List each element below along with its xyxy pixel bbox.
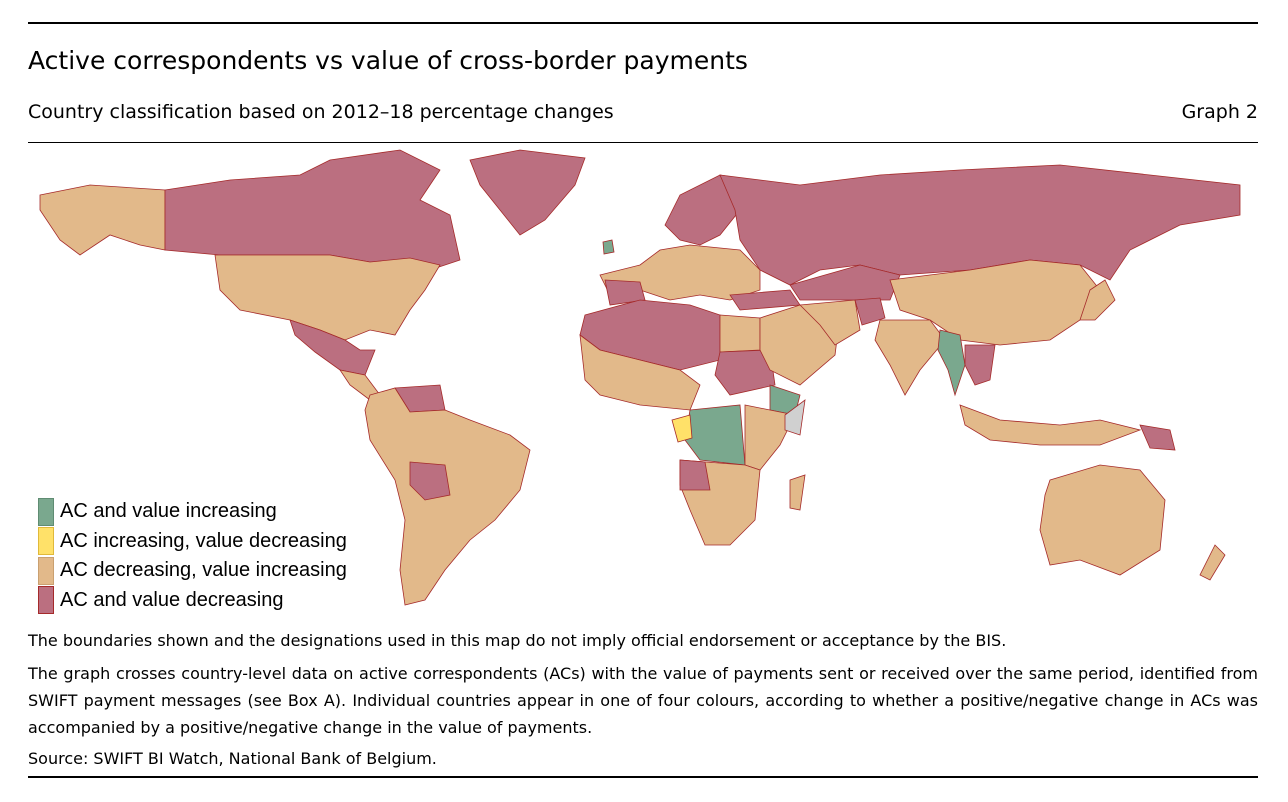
- region-congo: [671, 414, 693, 443]
- legend-label: AC decreasing, value increasing: [60, 559, 347, 582]
- region-madagascar: [789, 474, 806, 511]
- region-west-africa: [579, 334, 701, 411]
- legend-swatch: [38, 527, 54, 556]
- region-bolivia: [409, 461, 451, 501]
- region-china: [889, 259, 1101, 346]
- region-india: [874, 319, 946, 396]
- top-rule: [28, 22, 1258, 24]
- region-se-asia: [964, 344, 996, 386]
- legend-swatch: [38, 556, 54, 585]
- region-new-zealand: [1199, 544, 1226, 581]
- region-alaska: [39, 184, 166, 256]
- region-south-america: [364, 387, 531, 606]
- region-japan-korea: [1079, 279, 1116, 321]
- region-mexico: [289, 319, 376, 376]
- region-myanmar: [937, 329, 966, 397]
- region-png: [1139, 424, 1176, 451]
- graph-subtitle: Country classification based on 2012–18 …: [28, 101, 614, 123]
- region-russia: [719, 164, 1241, 286]
- region-usa: [214, 254, 441, 341]
- description-note: The graph crosses country-level data on …: [28, 664, 1258, 737]
- map-legend: AC and value increasing AC increasing, v…: [38, 497, 347, 615]
- region-somalia-nodata: [784, 399, 806, 436]
- world-map: [39, 149, 1241, 606]
- legend-swatch: [38, 497, 54, 526]
- graph-title: Active correspondents vs value of cross-…: [28, 46, 748, 75]
- region-egypt: [719, 314, 761, 353]
- bottom-rule: [28, 776, 1258, 778]
- region-iran: [799, 299, 861, 346]
- legend-item: AC and value decreasing: [38, 586, 347, 616]
- region-iberia: [604, 279, 646, 306]
- legend-label: AC and value decreasing: [60, 588, 284, 611]
- region-angola: [679, 459, 711, 491]
- region-greenland: [469, 149, 586, 236]
- region-afghanistan: [854, 297, 886, 326]
- legend-item: AC decreasing, value increasing: [38, 556, 347, 586]
- graph-number: Graph 2: [1181, 101, 1258, 123]
- region-canada: [164, 149, 461, 271]
- legend-item: AC increasing, value decreasing: [38, 527, 347, 557]
- legend-label: AC increasing, value decreasing: [60, 529, 347, 552]
- region-australia: [1039, 464, 1166, 576]
- disclaimer-note: The boundaries shown and the designation…: [28, 631, 1007, 650]
- legend-swatch: [38, 586, 54, 615]
- region-central-africa: [684, 404, 746, 466]
- legend-item: AC and value increasing: [38, 497, 347, 527]
- region-ireland: [602, 239, 615, 255]
- legend-label: AC and value increasing: [60, 500, 277, 523]
- region-indonesia: [959, 404, 1142, 446]
- header-rule: [28, 142, 1258, 143]
- source-note: Source: SWIFT BI Watch, National Bank of…: [28, 749, 437, 768]
